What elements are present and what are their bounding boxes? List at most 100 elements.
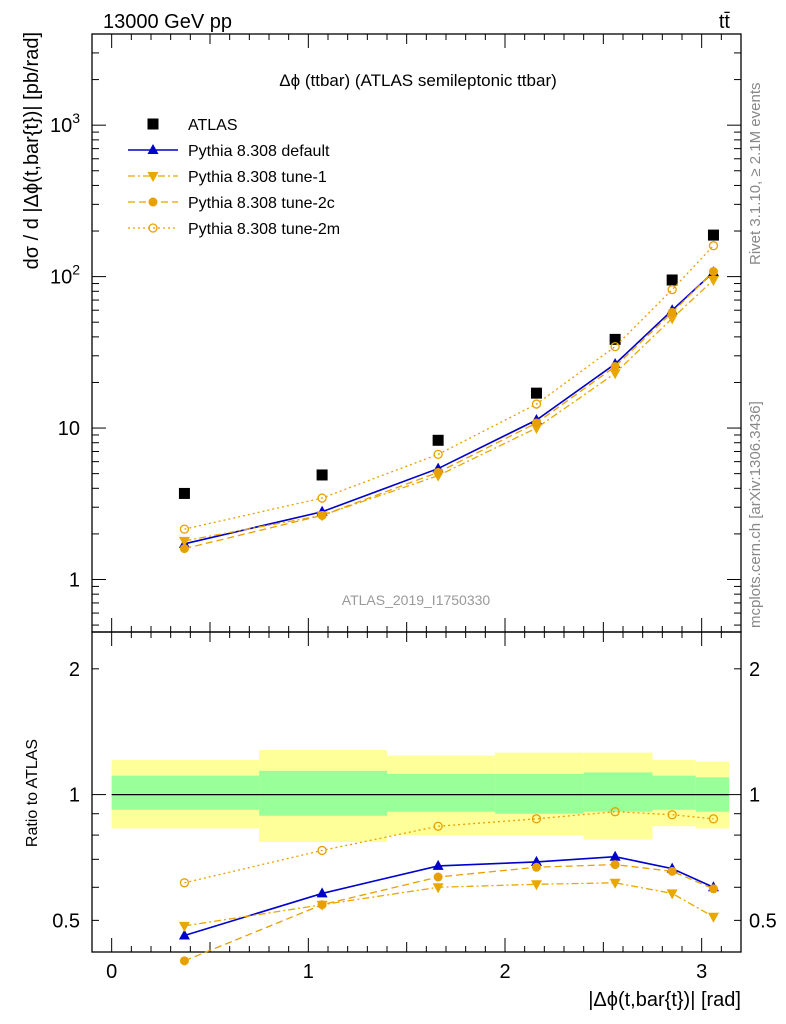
main-data-point [666,274,678,286]
main-data-point [433,449,443,460]
ratio-series-line [184,855,714,937]
main-ytick-label: 1 [69,569,80,591]
ratio-xtick-label: 2 [499,961,510,983]
ratio-xtick-label: 0 [106,961,117,983]
chart-title: Δϕ (ttbar) (ATLAS semileptonic ttbar) [279,71,557,90]
ratio-series-pythia-8-308-tune-2m [179,807,719,888]
main-data-point [178,487,190,499]
ratio-ytick-label-right: 1 [749,785,760,807]
main-data-point [531,399,542,409]
ratio-ylabel: Ratio to ATLAS [24,739,41,847]
stat-uncertainty-band [111,775,260,810]
main-data-point [667,285,677,295]
main-series-line [184,271,714,550]
ratio-data-point [609,878,621,889]
ratio-frame [91,631,742,953]
main-data-point [317,493,327,503]
ratio-data-point [667,866,677,876]
ratio-data-point [707,912,719,923]
ratio-xtick-label: 3 [696,961,707,983]
ratio-data-point [610,860,620,870]
ratio-data-point [433,872,443,882]
stat-uncertainty-band [652,775,696,810]
main-series-pythia-8-308-tune-1 [178,275,719,547]
main-data-point [531,418,541,428]
header-left: 13000 GeV pp [103,11,232,33]
main-data-point [610,341,620,352]
main-ytick-exponent: 2 [72,262,80,278]
header-right: tt̄ [719,11,731,33]
legend: ATLAS Pythia 8.308 default Pythia 8.308 tu… [128,117,340,238]
main-series-atlas [178,229,719,499]
main-series-line [184,245,714,530]
ratio-data-point [531,814,542,824]
ratio-xtick-label: 1 [303,961,314,983]
ratio-series-pythia-8-308-tune-1 [178,878,719,932]
ratio-data-point [708,884,718,894]
ratio-data-point [178,929,190,940]
main-data-point [707,229,719,241]
main-ytick-label: 102 [50,262,80,289]
ratio-data-point [432,859,444,870]
ratio-data-point [609,850,621,861]
ratio-ytick-label-right: 0.5 [749,910,777,932]
main-data-point [178,536,190,547]
stat-uncertainty-band [495,774,584,814]
main-data-point [433,467,443,477]
main-data-point [316,469,328,481]
ratio-series-line [184,863,714,962]
legend-marker [148,223,158,233]
stat-uncertainty-band [387,774,496,812]
main-panel: 1 10 102 103 Δϕ (ttbar) (ATLAS semileptonic … [21,32,742,633]
ratio-ytick-label: 2 [69,659,80,681]
ratio-data-point [178,921,190,932]
main-data-point [609,333,621,345]
legend-item: Pythia 8.308 tune-1 [128,169,327,186]
legend-item: Pythia 8.308 tune-2m [128,221,340,238]
main-data-point [707,275,719,286]
ratio-data-point [316,887,328,898]
ratio-data-point [317,845,327,856]
ratio-xlabel: |Δϕ(t,bar{t})| [rad] [588,989,741,1011]
main-ylabel: dσ / d |Δϕ(t,bar{t})| [pb/rad] [21,32,43,269]
legend-marker [148,197,158,207]
legend-label: Pythia 8.308 tune-1 [188,169,327,186]
analysis-label: ATLAS_2019_I1750330 [342,592,491,608]
ratio-data-point [433,821,443,831]
main-series-pythia-8-308-tune-2c [179,267,718,554]
legend-label: ATLAS [188,117,238,134]
ratio-data-point [317,900,327,910]
main-data-point [610,361,620,371]
ratio-data-point [610,807,620,817]
legend-marker [147,118,159,130]
ratio-data-point [179,956,189,966]
stat-uncertainty-band [583,772,653,812]
ratio-series-pythia-8-308-tune-2c [179,860,718,966]
legend-item: Pythia 8.308 default [128,143,330,160]
ratio-data-point [432,883,444,894]
ratio-data-point [708,814,719,824]
ratio-data-point [179,878,190,888]
main-data-point [609,369,621,380]
ratio-series-pythia-8-308-default [178,850,719,940]
main-data-point [708,241,719,251]
main-data-point [179,524,190,534]
ratio-data-point [531,862,541,872]
main-ytick-exponent: 3 [72,110,80,126]
main-data-point [179,544,189,554]
legend-marker [147,172,159,182]
ratio-series-line [184,882,714,927]
legend-marker [147,144,159,154]
main-data-point [317,510,327,520]
legend-item: ATLAS [147,117,238,134]
main-data-point [708,267,718,277]
main-data-point [666,314,678,325]
main-ytick-label: 103 [50,110,80,137]
main-ytick-label: 10 [58,418,80,440]
legend-item: Pythia 8.308 tune-2c [128,195,335,212]
main-series-line [184,271,715,545]
rivet-label: Rivet 3.1.10, ≥ 2.1M events [747,83,764,266]
main-series-pythia-8-308-default [178,266,719,548]
mcplots-label: mcplots.cern.ch [arXiv:1306.3436] [747,401,764,628]
